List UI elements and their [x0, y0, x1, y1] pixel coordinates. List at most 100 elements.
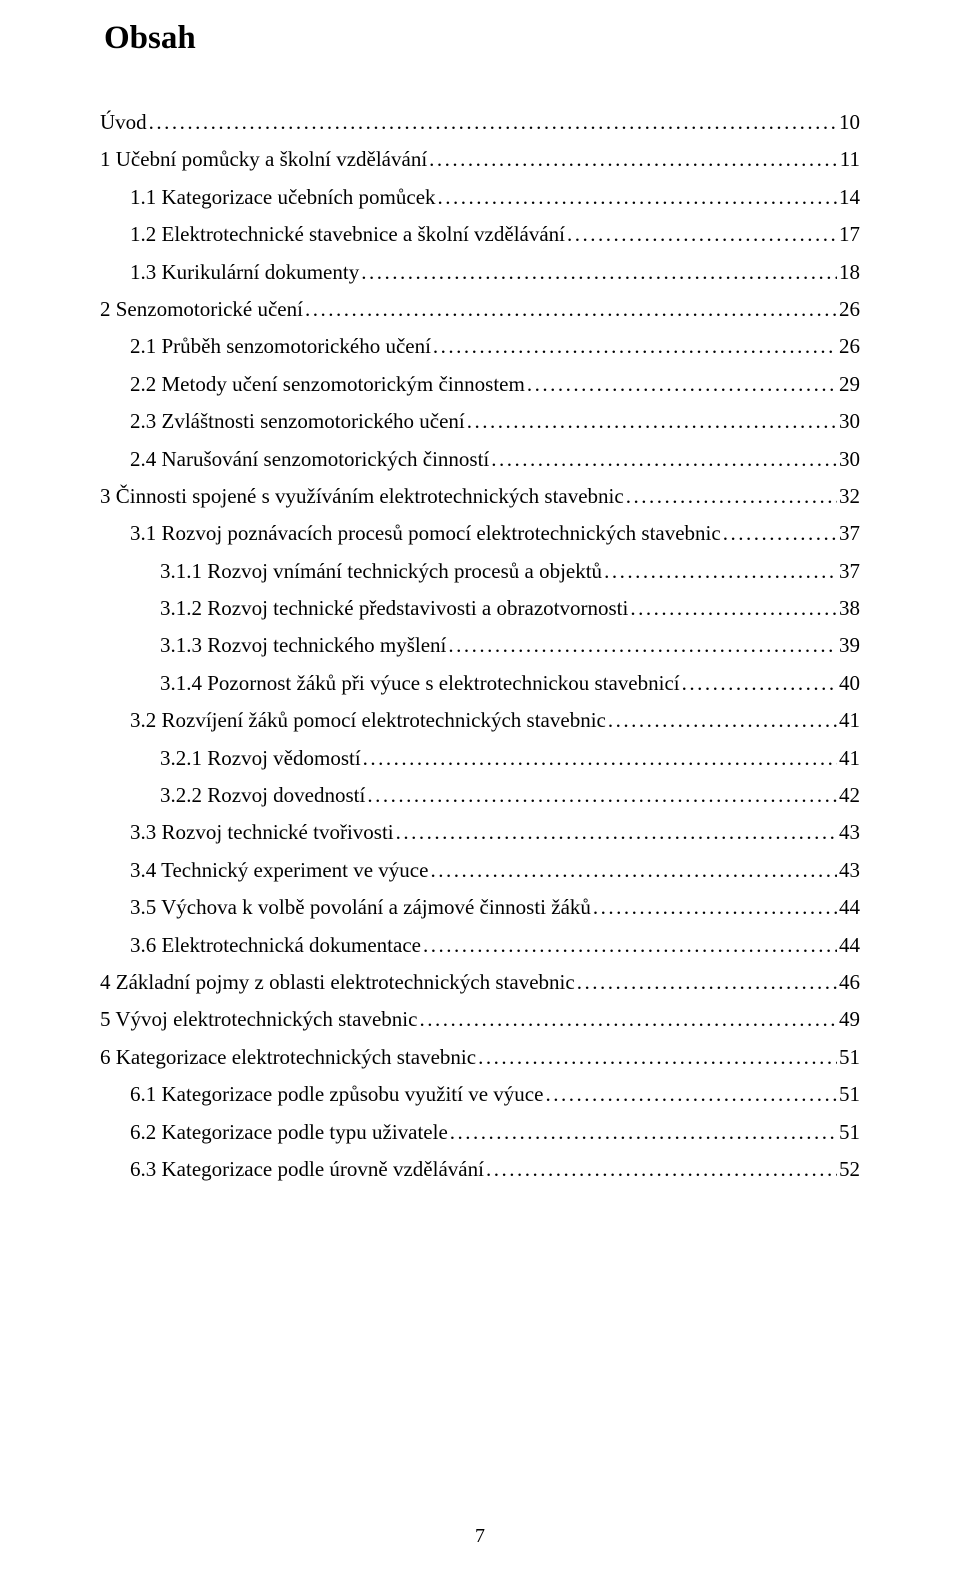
toc-entry: 3.1.2 Rozvoj technické představivosti a … [100, 598, 860, 619]
toc-entry-page: 52 [839, 1159, 860, 1180]
toc-entry-label: 3.4 Technický experiment ve výuce [130, 860, 428, 881]
toc-entry-label: 3.2 Rozvíjení žáků pomocí elektrotechnic… [130, 710, 606, 731]
toc-entry: 3.1.4 Pozornost žáků při výuce s elektro… [100, 673, 860, 694]
toc-entry-page: 17 [839, 224, 860, 245]
toc-entry-label: 3.2.1 Rozvoj vědomostí [160, 748, 361, 769]
toc-dot-leader [604, 561, 837, 582]
toc-entry-page: 51 [839, 1084, 860, 1105]
toc-entry-page: 38 [839, 598, 860, 619]
toc-entry-label: 3.3 Rozvoj technické tvořivosti [130, 822, 394, 843]
toc-entry-label: 3.1.3 Rozvoj technického myšlení [160, 635, 446, 656]
toc-entry: 1.1 Kategorizace učebních pomůcek 14 [100, 187, 860, 208]
toc-entry-page: 11 [840, 149, 860, 170]
toc-entry: 3.1.3 Rozvoj technického myšlení 39 [100, 635, 860, 656]
toc-dot-leader [429, 149, 838, 170]
toc-entry: 5 Vývoj elektrotechnických stavebnic 49 [100, 1009, 860, 1030]
toc-dot-leader [630, 598, 837, 619]
toc-entry-page: 40 [839, 673, 860, 694]
toc-entry-page: 30 [839, 411, 860, 432]
toc-entry: 3.1.1 Rozvoj vnímání technických procesů… [100, 561, 860, 582]
toc-dot-leader [567, 224, 837, 245]
toc-dot-leader [527, 374, 837, 395]
toc-dot-leader [450, 1122, 837, 1143]
toc-entry-label: 5 Vývoj elektrotechnických stavebnic [100, 1009, 417, 1030]
toc-entry-page: 14 [839, 187, 860, 208]
toc-entry-label: 6.3 Kategorizace podle úrovně vzdělávání [130, 1159, 484, 1180]
toc-entry-label: 2 Senzomotorické učení [100, 299, 303, 320]
toc-entry: 1.2 Elektrotechnické stavebnice a školní… [100, 224, 860, 245]
toc-entry-page: 37 [839, 561, 860, 582]
toc-entry-label: 3 Činnosti spojené s využíváním elektrot… [100, 486, 624, 507]
toc-entry: 3.2.2 Rozvoj dovedností 42 [100, 785, 860, 806]
toc-entry-page: 43 [839, 860, 860, 881]
toc-entry-label: 3.1.1 Rozvoj vnímání technických procesů… [160, 561, 602, 582]
toc-entry-label: 6.1 Kategorizace podle způsobu využití v… [130, 1084, 543, 1105]
toc-entry: 6.2 Kategorizace podle typu uživatele 51 [100, 1122, 860, 1143]
toc-entry-page: 42 [839, 785, 860, 806]
toc-entry-page: 37 [839, 523, 860, 544]
toc-dot-leader [593, 897, 837, 918]
toc-dot-leader [626, 486, 837, 507]
toc-entry-page: 18 [839, 262, 860, 283]
toc-dot-leader [723, 523, 837, 544]
toc-entry-label: 2.3 Zvláštnosti senzomotorického učení [130, 411, 465, 432]
toc-entry-label: 6.2 Kategorizace podle typu uživatele [130, 1122, 448, 1143]
toc-entry: Úvod10 [100, 112, 860, 133]
toc-dot-leader [478, 1047, 837, 1068]
toc-dot-leader [467, 411, 837, 432]
toc-entry-page: 43 [839, 822, 860, 843]
toc-dot-leader [491, 449, 837, 470]
toc-entry-page: 44 [839, 897, 860, 918]
toc-entry: 6 Kategorizace elektrotechnických staveb… [100, 1047, 860, 1068]
toc-dot-leader [419, 1009, 837, 1030]
toc-entry-label: 3.1.2 Rozvoj technické představivosti a … [160, 598, 628, 619]
toc-entry-page: 49 [839, 1009, 860, 1030]
toc-entry: 3.4 Technický experiment ve výuce 43 [100, 860, 860, 881]
toc-entry: 6.3 Kategorizace podle úrovně vzdělávání… [100, 1159, 860, 1180]
toc-dot-leader [486, 1159, 837, 1180]
toc-entry: 3.2.1 Rozvoj vědomostí41 [100, 748, 860, 769]
toc-dot-leader [361, 262, 837, 283]
toc-dot-leader [438, 187, 837, 208]
toc-entry: 3.5 Výchova k volbě povolání a zájmové č… [100, 897, 860, 918]
toc-entry-label: 3.2.2 Rozvoj dovedností [160, 785, 365, 806]
toc-entry: 6.1 Kategorizace podle způsobu využití v… [100, 1084, 860, 1105]
toc-entry: 1 Učební pomůcky a školní vzdělávání11 [100, 149, 860, 170]
toc-entry-page: 44 [839, 935, 860, 956]
footer-page-number: 7 [0, 1525, 960, 1548]
toc-entry: 4 Základní pojmy z oblasti elektrotechni… [100, 972, 860, 993]
toc-entry-label: 3.5 Výchova k volbě povolání a zájmové č… [130, 897, 591, 918]
toc-dot-leader [367, 785, 837, 806]
toc-entry-page: 26 [839, 336, 860, 357]
toc-entry-label: 1.2 Elektrotechnické stavebnice a školní… [130, 224, 565, 245]
toc-entry-label: 3.1 Rozvoj poznávacích procesů pomocí el… [130, 523, 721, 544]
toc-entry: 3 Činnosti spojené s využíváním elektrot… [100, 486, 860, 507]
toc-entry-page: 39 [839, 635, 860, 656]
toc-dot-leader [430, 860, 837, 881]
toc-entry: 3.6 Elektrotechnická dokumentace 44 [100, 935, 860, 956]
toc-dot-leader [682, 673, 837, 694]
toc-entry: 3.1 Rozvoj poznávacích procesů pomocí el… [100, 523, 860, 544]
toc-entry-page: 41 [839, 710, 860, 731]
toc-dot-leader [448, 635, 837, 656]
page-title: Obsah [104, 20, 860, 57]
toc-dot-leader [423, 935, 837, 956]
toc-dot-leader [433, 336, 837, 357]
toc-entry-label: 1.1 Kategorizace učebních pomůcek [130, 187, 436, 208]
toc-entry-label: 2.1 Průběh senzomotorického učení [130, 336, 431, 357]
toc-entry-page: 51 [839, 1122, 860, 1143]
toc-entry-label: 3.1.4 Pozornost žáků při výuce s elektro… [160, 673, 680, 694]
toc-dot-leader [608, 710, 837, 731]
toc-entry-label: Úvod [100, 112, 147, 133]
toc-entry: 2.3 Zvláštnosti senzomotorického učení 30 [100, 411, 860, 432]
toc-entry: 3.3 Rozvoj technické tvořivosti 43 [100, 822, 860, 843]
toc-entry: 1.3 Kurikulární dokumenty18 [100, 262, 860, 283]
document-page: Obsah Úvod10 1 Učební pomůcky a školní vz… [0, 0, 960, 1590]
toc-entry-label: 6 Kategorizace elektrotechnických staveb… [100, 1047, 476, 1068]
toc-dot-leader [396, 822, 837, 843]
toc-entry-label: 4 Základní pojmy z oblasti elektrotechni… [100, 972, 575, 993]
toc-entry: 2.1 Průběh senzomotorického učení 26 [100, 336, 860, 357]
toc-entry-label: 2.2 Metody učení senzomotorickým činnost… [130, 374, 525, 395]
toc-entry-label: 3.6 Elektrotechnická dokumentace [130, 935, 421, 956]
toc-entry-page: 29 [839, 374, 860, 395]
